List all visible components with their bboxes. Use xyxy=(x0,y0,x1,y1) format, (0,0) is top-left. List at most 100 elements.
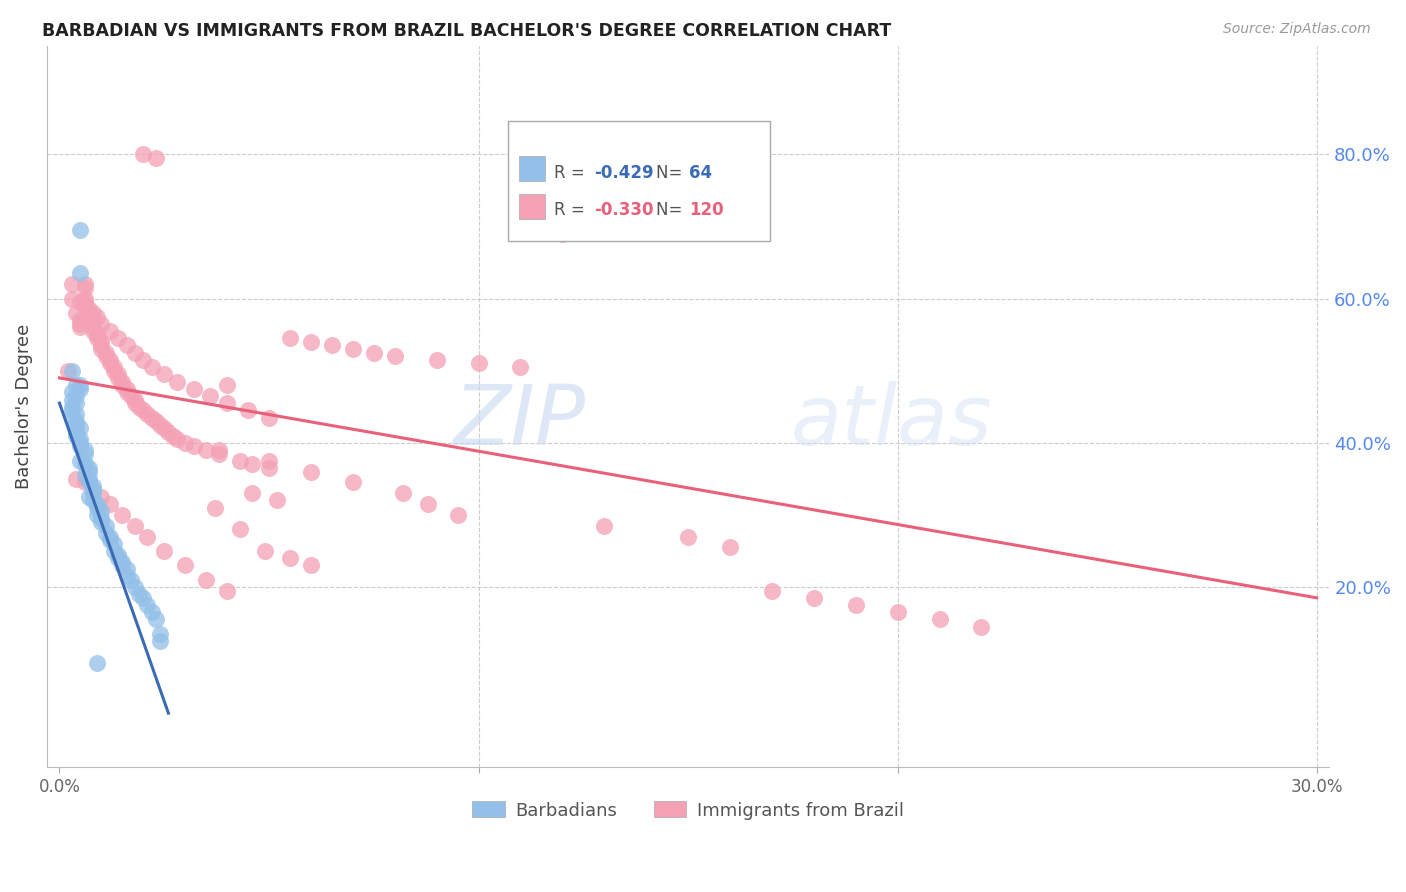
Point xyxy=(200,389,222,403)
Point xyxy=(107,368,129,382)
Point xyxy=(98,352,121,367)
Point xyxy=(65,378,87,392)
Point xyxy=(718,541,741,555)
Point xyxy=(266,493,288,508)
Point xyxy=(145,151,167,165)
Point xyxy=(676,529,699,543)
Point xyxy=(217,583,239,598)
Point xyxy=(69,320,91,334)
Point xyxy=(153,368,176,382)
Point xyxy=(803,591,825,605)
Point xyxy=(73,468,96,483)
Point xyxy=(115,338,138,352)
Point xyxy=(69,454,91,468)
Point xyxy=(761,583,783,598)
Text: BARBADIAN VS IMMIGRANTS FROM BRAZIL BACHELOR'S DEGREE CORRELATION CHART: BARBADIAN VS IMMIGRANTS FROM BRAZIL BACH… xyxy=(42,22,891,40)
Point xyxy=(278,331,301,345)
Point xyxy=(157,425,180,439)
Point xyxy=(845,598,868,612)
Point xyxy=(342,342,364,356)
Point xyxy=(69,432,91,446)
Text: 120: 120 xyxy=(689,201,724,219)
Point xyxy=(98,356,121,370)
Point xyxy=(86,656,108,670)
Point xyxy=(73,442,96,457)
Text: N=: N= xyxy=(655,201,688,219)
Point xyxy=(98,533,121,548)
Point xyxy=(103,360,125,375)
Point xyxy=(60,410,83,425)
Point xyxy=(90,504,112,518)
Point xyxy=(103,537,125,551)
Point xyxy=(77,306,100,320)
Point xyxy=(94,518,117,533)
Point xyxy=(141,410,163,425)
Point xyxy=(77,302,100,317)
Point xyxy=(153,421,176,435)
Point xyxy=(98,324,121,338)
Point xyxy=(90,334,112,349)
Point xyxy=(86,508,108,522)
Point xyxy=(174,558,197,573)
Point xyxy=(69,435,91,450)
Point xyxy=(228,454,250,468)
Point xyxy=(132,352,155,367)
Point xyxy=(69,317,91,331)
Point xyxy=(141,605,163,619)
Text: R =: R = xyxy=(554,163,591,182)
Point xyxy=(145,612,167,626)
Point xyxy=(183,439,205,453)
Point xyxy=(208,442,231,457)
Point xyxy=(342,475,364,490)
Point xyxy=(136,407,159,421)
Point xyxy=(69,382,91,396)
Point xyxy=(162,428,184,442)
Text: N=: N= xyxy=(655,163,688,182)
Point xyxy=(299,334,322,349)
Point xyxy=(257,454,280,468)
Point xyxy=(363,345,385,359)
Point xyxy=(240,486,263,500)
Point xyxy=(65,417,87,432)
Point xyxy=(217,378,239,392)
Point xyxy=(228,522,250,536)
Point xyxy=(86,497,108,511)
Point xyxy=(124,396,146,410)
Point xyxy=(77,461,100,475)
Point xyxy=(257,461,280,475)
Point xyxy=(69,266,91,280)
Point xyxy=(111,378,134,392)
Point xyxy=(98,497,121,511)
Point xyxy=(107,551,129,566)
Point xyxy=(94,525,117,540)
Point xyxy=(928,612,950,626)
Point xyxy=(103,544,125,558)
Y-axis label: Bachelor's Degree: Bachelor's Degree xyxy=(15,324,32,490)
Point xyxy=(86,310,108,324)
Point xyxy=(90,490,112,504)
Point xyxy=(128,587,150,601)
Point xyxy=(73,475,96,490)
Point xyxy=(128,400,150,414)
Point xyxy=(73,292,96,306)
Point xyxy=(132,147,155,161)
Point xyxy=(73,277,96,292)
Point xyxy=(124,518,146,533)
Point xyxy=(90,511,112,525)
Point xyxy=(509,360,531,375)
Point xyxy=(73,281,96,295)
Point xyxy=(149,417,172,432)
Point xyxy=(73,295,96,310)
Legend: Barbadians, Immigrants from Brazil: Barbadians, Immigrants from Brazil xyxy=(465,794,911,827)
Point xyxy=(56,364,79,378)
Point xyxy=(174,435,197,450)
Point xyxy=(278,551,301,566)
Point xyxy=(60,400,83,414)
Point xyxy=(65,472,87,486)
Point xyxy=(426,352,449,367)
Point xyxy=(132,403,155,417)
Point xyxy=(593,518,616,533)
Point xyxy=(98,529,121,543)
Point xyxy=(77,465,100,479)
Point xyxy=(257,410,280,425)
